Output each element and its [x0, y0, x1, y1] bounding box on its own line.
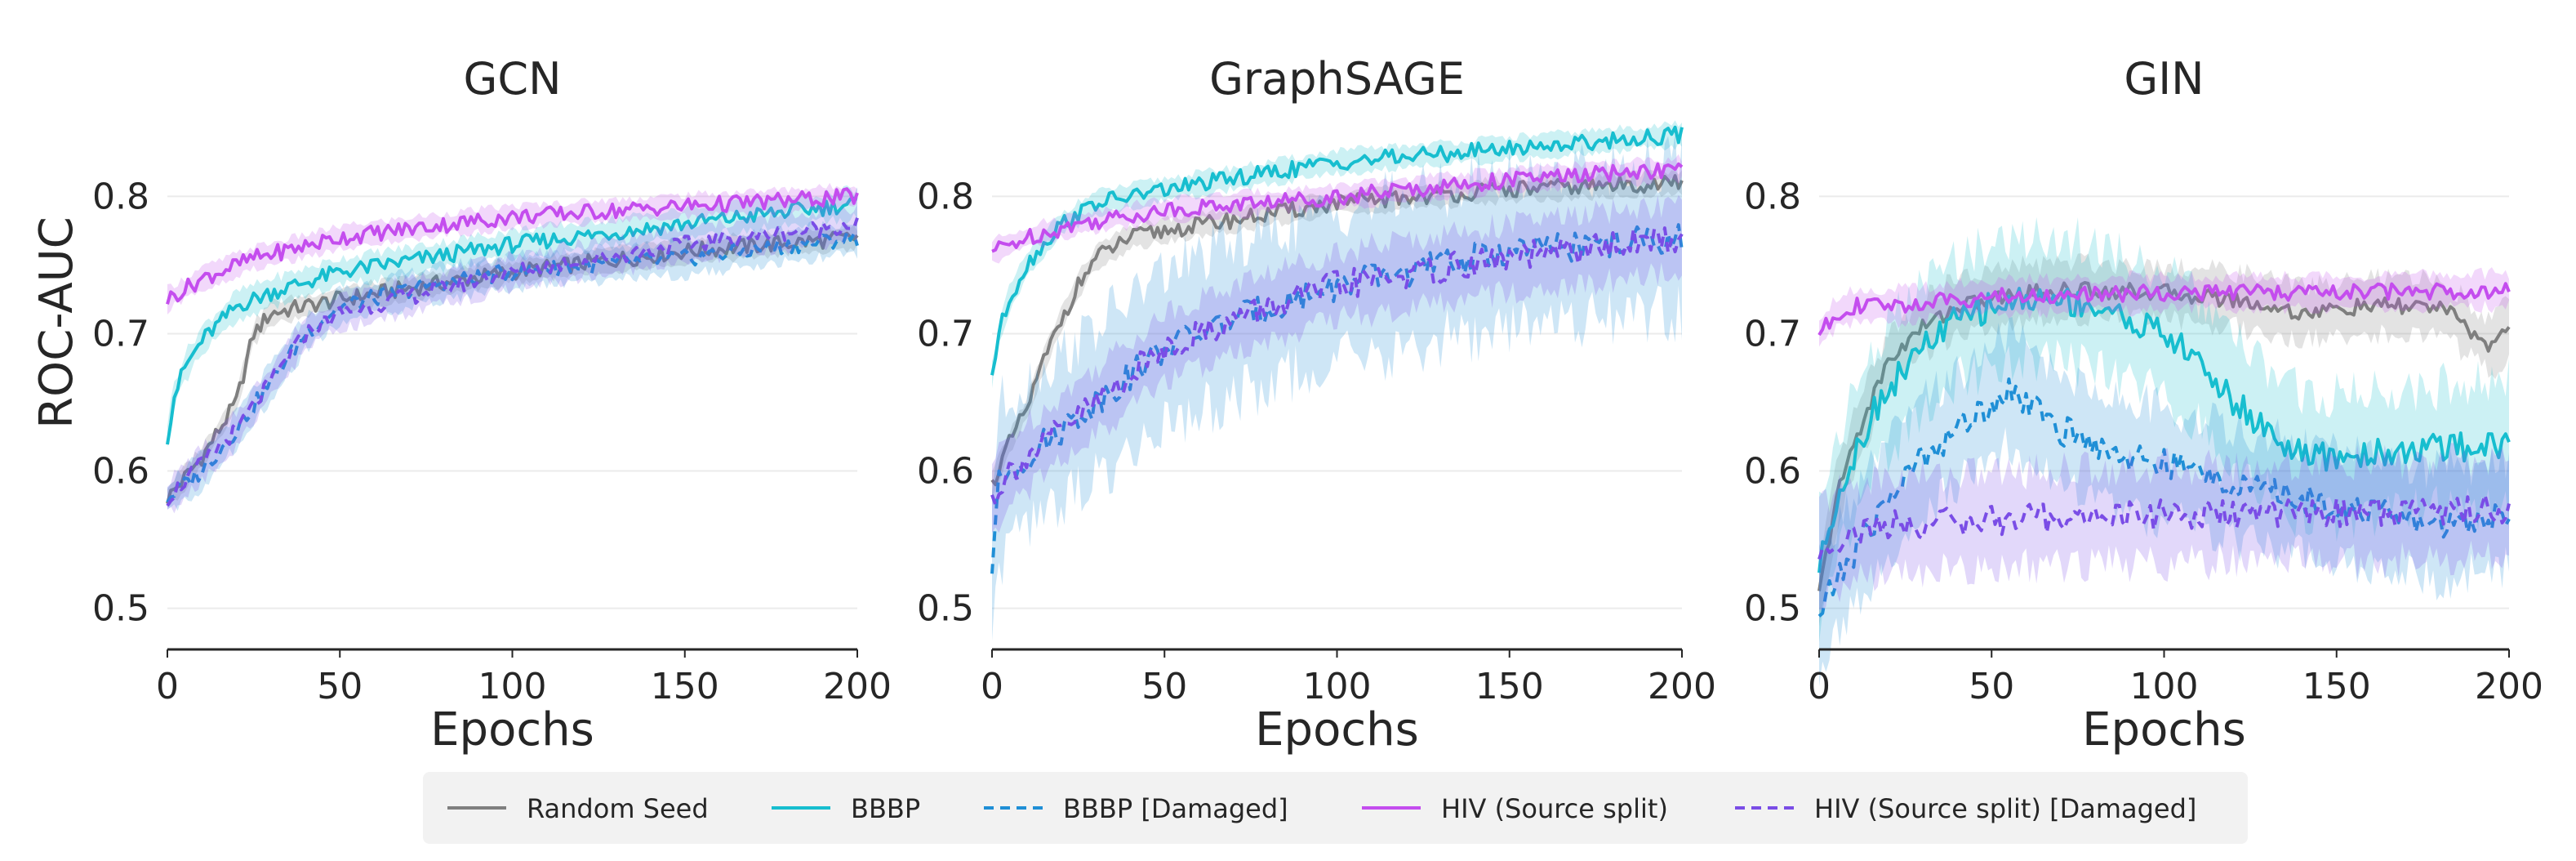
x-tick-label: 200	[823, 666, 892, 707]
legend-label: Random Seed	[527, 793, 709, 824]
line-bbbp-damaged	[166, 230, 859, 503]
legend-entry: HIV (Source split)	[1362, 793, 1668, 824]
y-tick-label: 0.8	[917, 176, 974, 217]
line-random-seed	[1817, 281, 2511, 591]
line-bbbp	[166, 196, 858, 445]
x-tick-label: 50	[317, 666, 363, 707]
x-tick-label: 150	[651, 666, 719, 707]
panel-title: GIN	[2124, 53, 2204, 105]
band-hiv-source-split-damaged	[1819, 443, 2509, 610]
y-tick-label: 0.6	[92, 451, 149, 493]
x-axis-label: Epochs	[2082, 703, 2246, 756]
legend-label: HIV (Source split) [Damaged]	[1814, 793, 2196, 824]
legend-entry: HIV (Source split) [Damaged]	[1735, 793, 2196, 824]
line-hiv-source-split	[1817, 282, 2511, 337]
y-axis-label: ROC-AUC	[30, 216, 83, 428]
band-random-seed	[1819, 253, 2509, 627]
x-tick-label: 200	[1648, 666, 1716, 707]
y-tick-label: 0.5	[92, 588, 149, 630]
x-axis-label: Epochs	[1255, 703, 1419, 756]
x-tick-label: 200	[2475, 666, 2543, 707]
line-bbbp-damaged	[990, 223, 1684, 574]
band-hiv-source-split-damaged	[992, 194, 1682, 533]
panel-gcn: 0.5 0.6 0.7 0.8 GCN 0 50 100 150 200 Epochs	[92, 53, 892, 756]
line-hiv-source-split-damaged	[1817, 493, 2511, 560]
line-hiv-source-split	[991, 162, 1684, 253]
legend-entry: BBBP [Damaged]	[984, 793, 1288, 824]
line-random-seed	[990, 174, 1684, 487]
x-tick-label: 50	[1969, 666, 2014, 707]
band-bbbp-damaged	[167, 216, 857, 511]
x-tick-label: 150	[2302, 666, 2371, 707]
legend-label: HIV (Source split)	[1441, 793, 1668, 824]
y-tick-label: 0.7	[92, 313, 149, 355]
y-tick-label: 0.5	[917, 588, 974, 630]
band-bbbp	[1819, 216, 2509, 643]
x-axis-label: Epochs	[430, 703, 594, 756]
x-tick-label: 100	[2130, 666, 2199, 707]
line-hiv-source-split-damaged	[990, 226, 1684, 506]
x-tick-label: 0	[981, 666, 1003, 707]
y-tick-label: 0.8	[1744, 176, 1801, 217]
band-bbbp-damaged	[992, 133, 1682, 641]
y-tick-label: 0.6	[917, 451, 974, 493]
y-tick-label: 0.5	[1744, 588, 1801, 630]
x-tick-label: 0	[1808, 666, 1831, 707]
legend: Random Seed BBBP BBBP [Damaged] HIV (Source…	[423, 772, 2248, 844]
legend-label: BBBP [Damaged]	[1063, 793, 1288, 824]
legend-entry: Random Seed	[447, 793, 709, 824]
y-tick-label: 0.7	[917, 313, 974, 355]
line-bbbp-damaged	[1817, 377, 2511, 618]
panel-graphsage: 0.5 0.6 0.7 0.8 GraphSAGE 0 50 100 150 200 Epochs	[917, 53, 1716, 756]
panel-title: GraphSAGE	[1209, 53, 1465, 105]
line-hiv-source-split	[166, 187, 859, 305]
band-hiv-source-split	[1819, 267, 2509, 347]
y-tick-label: 0.8	[92, 176, 149, 217]
y-tick-label: 0.6	[1744, 451, 1801, 493]
x-tick-label: 100	[1303, 666, 1372, 707]
band-bbbp	[992, 120, 1682, 389]
line-bbbp	[990, 125, 1684, 376]
x-tick-label: 100	[478, 666, 547, 707]
legend-label: BBBP	[851, 793, 920, 824]
panel-title: GCN	[464, 53, 562, 105]
y-tick-label: 0.7	[1744, 313, 1801, 355]
legend-entry: BBBP	[772, 793, 920, 824]
x-tick-label: 50	[1141, 666, 1187, 707]
legend-box	[423, 772, 2248, 844]
panel-gin: 0.5 0.6 0.7 0.8 GIN 0 50 100 150 200 Epochs	[1744, 53, 2543, 756]
line-hiv-source-split-damaged	[166, 217, 859, 507]
line-bbbp	[1817, 287, 2511, 573]
x-tick-label: 0	[156, 666, 179, 707]
x-tick-label: 150	[1475, 666, 1544, 707]
